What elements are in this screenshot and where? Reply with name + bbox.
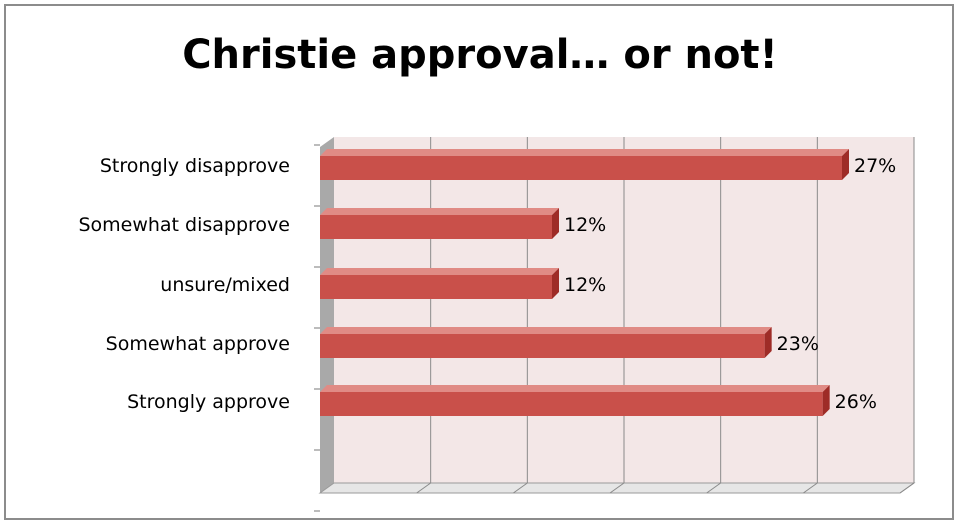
bar-front-face xyxy=(320,275,552,299)
gridline-floor xyxy=(609,482,625,494)
bar-end-face xyxy=(822,385,830,416)
data-label: 12% xyxy=(564,274,606,296)
bar-top-face xyxy=(320,385,830,392)
category-label: unsure/mixed xyxy=(160,274,290,296)
bar-top-face xyxy=(320,268,559,275)
data-label: 27% xyxy=(854,155,896,177)
bar-top-face xyxy=(320,327,772,334)
category-label: Strongly disapprove xyxy=(100,155,290,177)
gridline-floor xyxy=(706,482,721,494)
data-label: 26% xyxy=(835,391,877,413)
bar-front-face xyxy=(320,156,842,180)
category-label: Strongly approve xyxy=(127,391,290,413)
gridline-floor xyxy=(416,482,431,494)
data-label: 12% xyxy=(564,214,606,236)
chart-title: Christie approval… or not! xyxy=(182,32,778,78)
bar xyxy=(320,268,559,299)
gridline-floor xyxy=(513,482,528,494)
bar-front-face xyxy=(320,334,765,358)
bar-front-face xyxy=(320,392,823,416)
bar xyxy=(320,385,830,416)
gridline-floor xyxy=(899,482,915,494)
side-wall xyxy=(320,137,334,493)
bar xyxy=(320,149,849,180)
bar xyxy=(320,208,559,239)
bar-end-face xyxy=(764,327,772,358)
data-label: 23% xyxy=(777,333,819,355)
bar-end-face xyxy=(842,149,849,180)
bar-top-face xyxy=(320,149,849,156)
bar-end-face xyxy=(552,268,559,299)
gridline-floor xyxy=(803,482,818,494)
category-label: Somewhat disapprove xyxy=(78,214,290,236)
category-label: Somewhat approve xyxy=(106,333,290,355)
bar xyxy=(320,327,772,358)
bar-top-face xyxy=(320,208,559,215)
bar-end-face xyxy=(552,208,559,239)
bar-front-face xyxy=(320,215,552,239)
